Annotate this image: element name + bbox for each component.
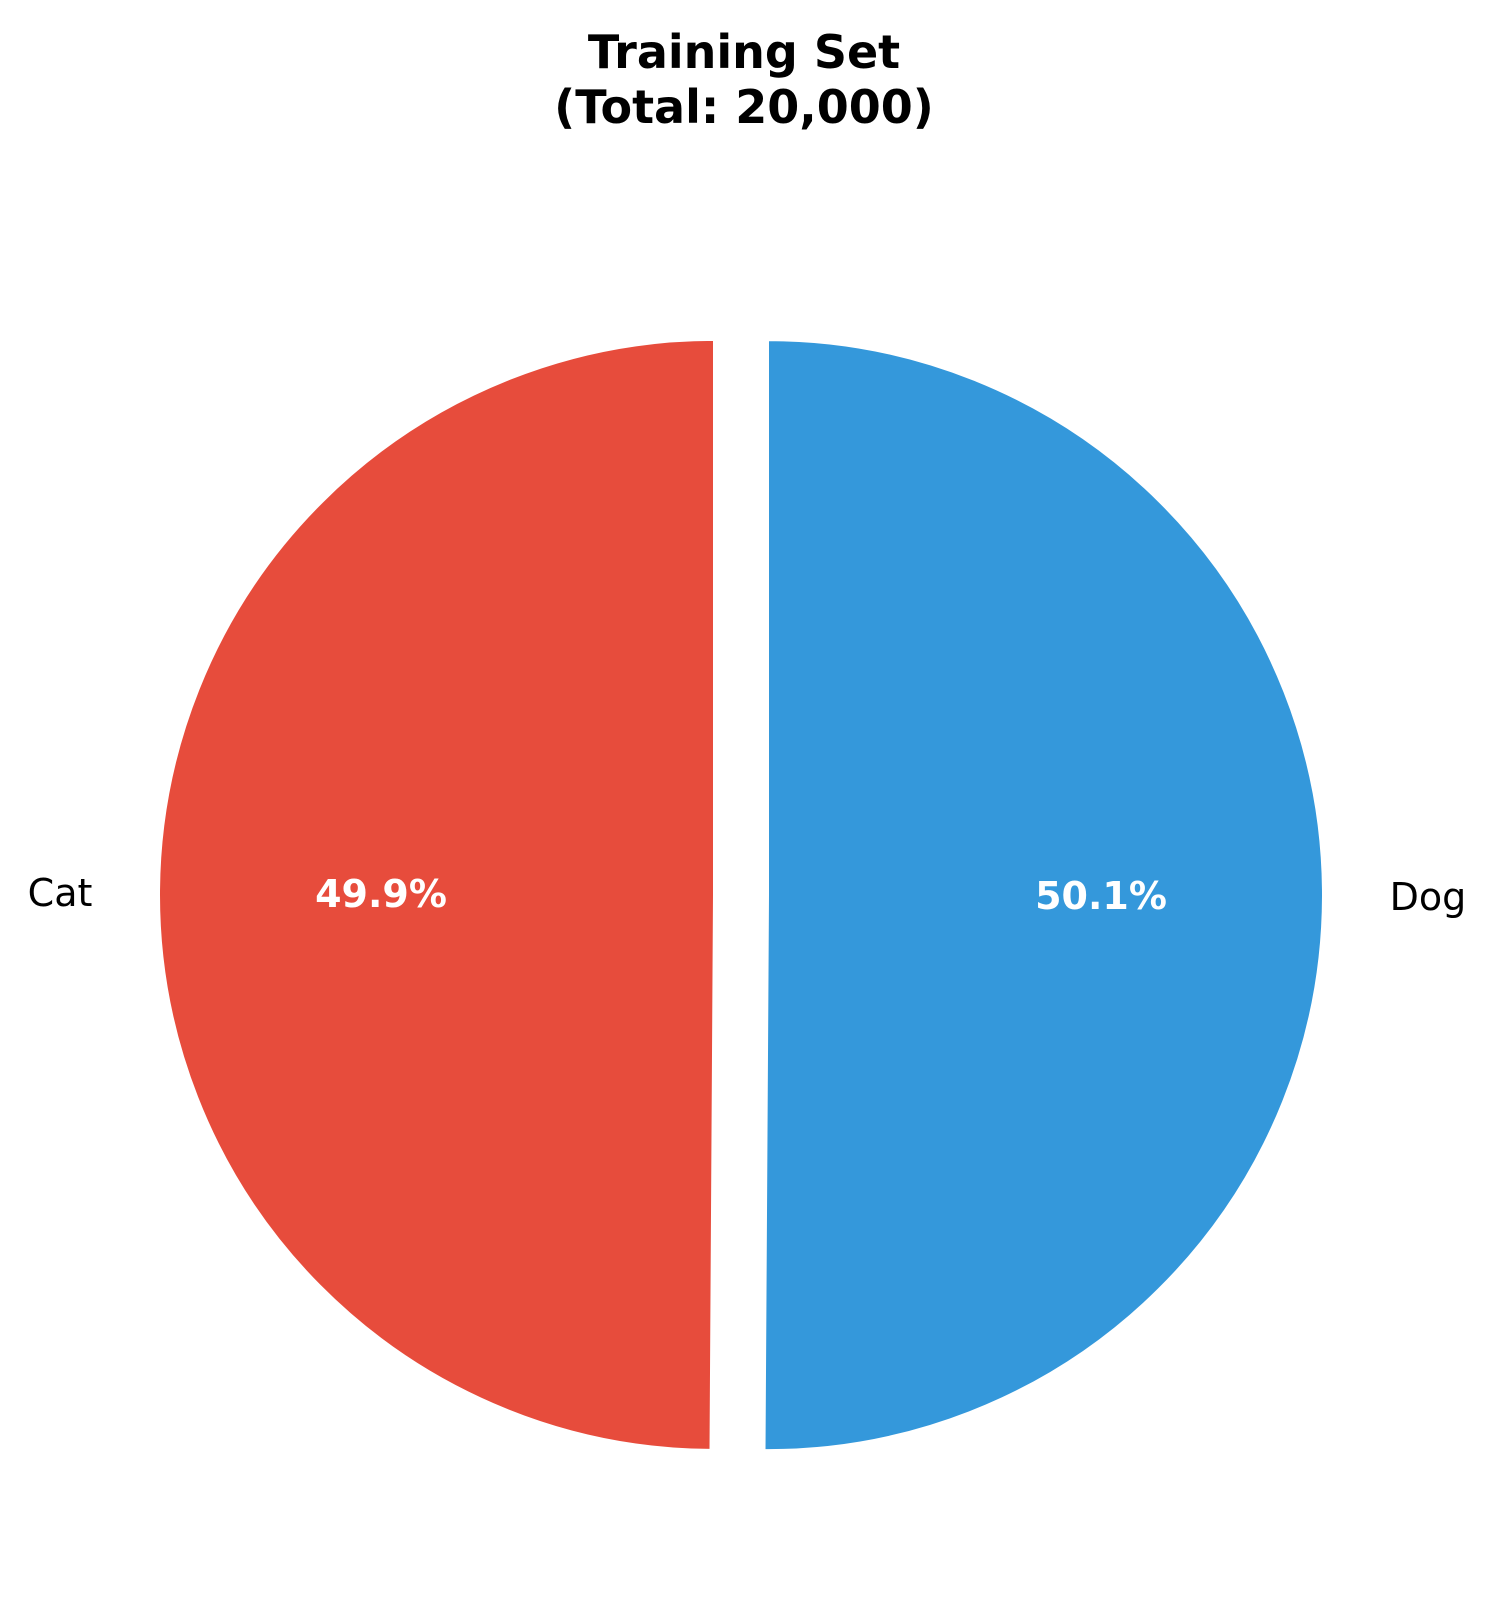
slice-label-dog: Dog [1390,875,1467,919]
pie-slices [158,338,1325,1452]
slice-label-cat: Cat [28,871,93,915]
chart-title-line-1: Training Set [588,25,900,79]
pie-slice-cat [158,338,715,1451]
slice-percentage-dog: 50.1% [1035,874,1167,918]
pie-labels: Cat 49.9% Dog 50.1% [28,871,1467,919]
pie-slice-dog [763,339,1325,1452]
slice-percentage-cat: 49.9% [315,872,447,916]
chart-title-line-2: (Total: 20,000) [554,80,934,134]
